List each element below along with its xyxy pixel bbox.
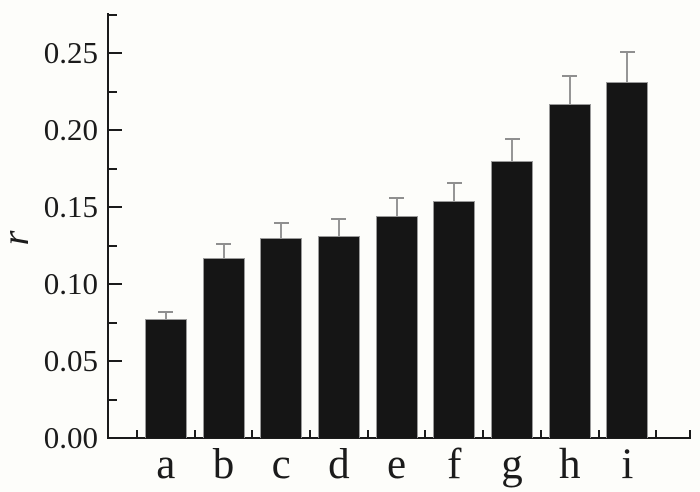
x-category-label-i: i (621, 441, 634, 488)
x-boundary-tick (539, 430, 542, 437)
error-bar-stem-h (568, 76, 571, 108)
x-category-label-e: e (387, 441, 407, 488)
y-tick-label: 0.15 (43, 189, 98, 225)
x-boundary-tick (482, 430, 485, 437)
error-bar-cap-a (158, 310, 174, 313)
error-bar-cap-h (562, 75, 578, 78)
x-boundary-tick (193, 430, 196, 437)
y-major-tick (109, 437, 122, 439)
error-bar-cap-f (446, 181, 462, 184)
y-major-tick (109, 52, 122, 55)
y-major-tick (109, 206, 122, 209)
error-bar-stem-b (222, 244, 225, 261)
y-minor-tick (109, 90, 117, 93)
bar-d (317, 236, 360, 438)
x-axis-end-tick (689, 430, 691, 437)
error-bar-stem-a (164, 311, 167, 323)
y-minor-tick (109, 13, 117, 16)
y-tick-label: 0.10 (43, 266, 98, 302)
x-boundary-tick (309, 430, 312, 437)
error-bar-stem-i (626, 51, 629, 86)
y-minor-tick (109, 398, 117, 401)
x-category-label-h: h (558, 441, 581, 488)
x-category-label-d: d (328, 441, 350, 488)
error-bar-cap-c (273, 221, 289, 224)
x-boundary-tick (251, 430, 254, 437)
x-boundary-tick (424, 430, 427, 437)
y-axis-line (107, 13, 109, 439)
error-bar-cap-d (331, 218, 347, 221)
error-bar-cap-e (389, 196, 405, 199)
bar-c (260, 237, 303, 438)
x-axis-line (107, 437, 691, 439)
error-bar-cap-g (504, 138, 520, 141)
y-tick-label: 0.25 (43, 35, 98, 71)
y-major-tick (109, 360, 122, 363)
bar-e (375, 216, 418, 438)
x-boundary-tick (597, 430, 600, 437)
x-category-label-a: a (156, 441, 176, 488)
x-boundary-tick (366, 430, 369, 437)
y-major-tick (109, 283, 122, 286)
y-tick-label: 0.00 (43, 420, 98, 455)
bar-g (491, 160, 533, 438)
error-bar-stem-g (511, 139, 513, 164)
bar-i (606, 82, 649, 438)
error-bar-stem-d (337, 219, 340, 240)
error-bar-cap-i (619, 50, 635, 53)
x-category-label-g: g (501, 441, 523, 488)
y-tick-label: 0.20 (43, 112, 98, 148)
x-boundary-tick (655, 430, 658, 437)
error-bar-stem-f (453, 182, 456, 204)
y-minor-tick (109, 321, 117, 324)
x-category-label-c: c (271, 441, 291, 488)
bar-h (548, 104, 591, 438)
bar-a (144, 319, 187, 438)
y-tick-label: 0.05 (43, 343, 98, 379)
error-bar-cap-b (216, 243, 231, 246)
error-bar-stem-e (395, 197, 398, 220)
y-minor-tick (109, 167, 117, 170)
x-boundary-tick (135, 430, 138, 437)
y-minor-tick (109, 244, 117, 247)
error-bar-stem-c (280, 222, 283, 241)
x-category-label-f: f (447, 441, 462, 488)
y-major-tick (109, 129, 122, 132)
bar-f (433, 200, 476, 438)
x-category-label-b: b (212, 441, 235, 488)
bar-b (202, 257, 245, 438)
